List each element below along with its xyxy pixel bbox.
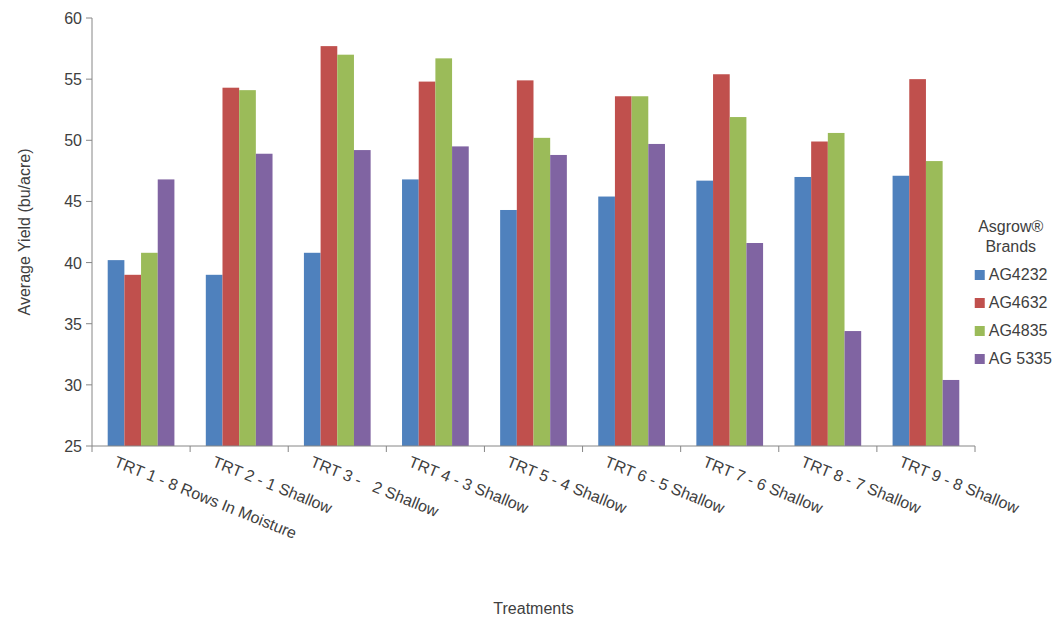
bar: [402, 179, 419, 446]
legend-swatch: [975, 326, 985, 336]
bar: [517, 80, 534, 446]
legend-swatch: [975, 298, 985, 308]
x-tick-label: TRT 1 - 8 Rows In Moisture: [112, 453, 299, 542]
legend-swatch: [975, 354, 985, 364]
bar: [598, 197, 615, 446]
x-tick: [190, 446, 191, 452]
bar: [696, 181, 713, 446]
bars: [108, 46, 960, 446]
bar: [337, 55, 354, 446]
bar: [124, 275, 141, 446]
bar: [926, 161, 943, 446]
x-tick: [975, 446, 976, 452]
bar: [909, 79, 926, 446]
y-axis: [92, 18, 93, 446]
legend-label: AG4632: [989, 294, 1048, 311]
y-tick: [86, 323, 92, 324]
bar: [893, 176, 910, 446]
bar: [845, 331, 862, 446]
chart: 25 30 35 40 45 50 55 60 TRT 1 - 8 Rows In Moistu…: [0, 0, 1056, 627]
legend-label: AG4835: [989, 322, 1048, 339]
bar: [794, 177, 811, 446]
bar: [943, 380, 960, 446]
bar: [534, 138, 551, 446]
legend-label: AG4232: [989, 266, 1048, 283]
legend: Asgrow®Brands AG4232 AG4632 AG4835 AG 5335: [975, 218, 1052, 367]
x-tick: [876, 446, 877, 452]
legend-label: AG 5335: [989, 350, 1052, 367]
y-tick-label: 30: [64, 377, 82, 394]
legend-swatch: [975, 270, 985, 280]
x-tick: [680, 446, 681, 452]
bar: [158, 179, 175, 446]
y-tick: [86, 201, 92, 202]
bar: [256, 154, 273, 446]
x-tick: [386, 446, 387, 452]
legend-title: Asgrow®Brands: [978, 218, 1043, 255]
bar: [239, 90, 256, 446]
bar: [648, 144, 665, 446]
bar: [304, 253, 321, 446]
bar: [746, 243, 763, 446]
y-tick-label: 60: [64, 10, 82, 27]
x-tick: [778, 446, 779, 452]
y-tick: [86, 140, 92, 141]
y-tick-label: 45: [64, 193, 82, 210]
y-tick: [86, 79, 92, 80]
y-tick-label: 55: [64, 71, 82, 88]
bar: [730, 117, 747, 446]
bar: [435, 58, 452, 446]
x-tick: [288, 446, 289, 452]
x-tick-label: TRT 9 - 8 Shallow: [897, 453, 1022, 517]
y-tick-label: 40: [64, 255, 82, 272]
y-tick-label: 50: [64, 132, 82, 149]
bar: [419, 82, 436, 446]
y-tick-label: 25: [64, 438, 82, 455]
bar: [141, 253, 158, 446]
bar: [108, 260, 125, 446]
y-tick: [86, 262, 92, 263]
y-tick: [86, 18, 92, 19]
bar: [550, 155, 567, 446]
y-tick-label: 35: [64, 316, 82, 333]
bar: [811, 142, 828, 446]
bar: [452, 146, 469, 446]
x-axis-title: Treatments: [493, 600, 573, 617]
y-tick: [86, 446, 92, 447]
x-tick: [484, 446, 485, 452]
bar: [321, 46, 338, 446]
x-tick: [582, 446, 583, 452]
x-tick: [92, 446, 93, 452]
bar: [632, 96, 649, 446]
bar: [713, 74, 730, 446]
bar: [615, 96, 632, 446]
y-tick: [86, 384, 92, 385]
y-axis-title: Average Yield (bu/acre): [16, 149, 33, 316]
bar: [222, 88, 239, 446]
bar: [354, 150, 371, 446]
x-axis: [92, 446, 975, 447]
bar: [500, 210, 517, 446]
bar: [206, 275, 223, 446]
bar: [828, 133, 845, 446]
